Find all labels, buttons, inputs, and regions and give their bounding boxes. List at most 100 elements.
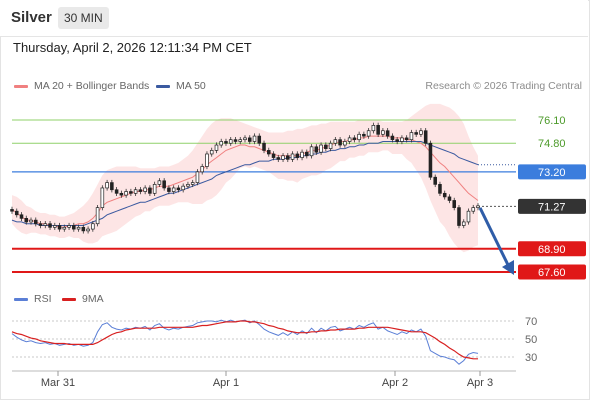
candle-down	[414, 132, 418, 135]
candle-down	[162, 180, 166, 189]
candle-down	[119, 192, 124, 196]
datetime-stamp: Thursday, April 2, 2026 12:11:34 PM CET	[13, 40, 252, 55]
rsi-tick-label: 30	[525, 352, 537, 364]
candle-up	[62, 226, 67, 230]
candle-down	[129, 191, 133, 194]
support-level-label: 67.60	[538, 267, 566, 279]
ma50-legend-label: MA 50	[176, 80, 206, 92]
candle-up	[343, 141, 347, 146]
candle-up	[347, 137, 352, 142]
candle-down	[176, 187, 181, 191]
rsi-ma-line	[11, 320, 478, 360]
forecast-arrow-head	[502, 260, 514, 275]
candle-down	[442, 192, 447, 198]
candle-up	[124, 191, 128, 196]
rsi-tick-label: 70	[525, 316, 537, 328]
candle-down	[81, 226, 86, 232]
candle-up	[67, 225, 71, 228]
candle-down	[271, 153, 276, 158]
candle-down	[38, 223, 43, 226]
legend-rsi: RSI	[14, 293, 52, 305]
candle-up	[419, 130, 423, 135]
x-axis-tick-label: Apr 2	[382, 377, 408, 389]
forecast-arrow-shaft	[478, 207, 512, 270]
rsi-ma-swatch	[62, 297, 76, 301]
candle-down	[224, 141, 228, 144]
candle-up	[105, 182, 109, 189]
timeframe-button[interactable]: 30 MIN	[58, 7, 109, 29]
x-axis-tick-label: Apr 1	[213, 377, 239, 389]
candle-up	[252, 135, 257, 142]
pivot-label-box	[518, 164, 586, 180]
pivot-level-label: 73.20	[538, 167, 566, 179]
candle-down	[14, 210, 19, 216]
candle-up	[181, 185, 185, 191]
candle-up	[133, 189, 138, 194]
candle-up	[86, 228, 90, 232]
candle-up	[476, 205, 480, 208]
candle-up	[290, 153, 295, 160]
candle-down	[390, 135, 395, 141]
candle-down	[114, 189, 119, 194]
candle-down	[138, 189, 143, 192]
candle-up	[186, 184, 190, 187]
ma50-swatch	[156, 84, 170, 88]
candle-up	[100, 187, 105, 208]
candle-down	[110, 182, 114, 191]
rsi-swatch	[14, 297, 28, 301]
candle-down	[262, 142, 266, 151]
candle-down	[433, 176, 437, 185]
candle-up	[200, 166, 204, 173]
candle-down	[57, 225, 62, 230]
candle-up	[409, 132, 414, 141]
candle-down	[233, 139, 238, 142]
candle-up	[281, 155, 285, 160]
candle-up	[91, 223, 95, 230]
candle-down	[452, 200, 457, 208]
candle-up	[205, 153, 209, 167]
candle-up	[53, 225, 57, 228]
candle-down	[295, 153, 300, 158]
candle-up	[357, 133, 361, 141]
candle-up	[76, 226, 81, 230]
rsi-ma-legend-label: 9MA	[82, 293, 104, 305]
candle-up	[228, 139, 233, 144]
candle-up	[309, 146, 314, 157]
rsi-legend-label: RSI	[34, 293, 52, 305]
candle-up	[43, 223, 48, 226]
legend-ma20: MA 20 + Bollinger Bands	[14, 80, 149, 92]
candle-down	[19, 214, 24, 219]
candle-down	[10, 209, 14, 212]
candle-down	[148, 187, 152, 194]
candle-down	[314, 146, 319, 153]
candle-down	[457, 207, 461, 226]
resistance-level-label: 76.10	[538, 115, 566, 127]
candle-down	[362, 133, 366, 137]
candle-up	[328, 142, 333, 149]
candle-down	[428, 142, 433, 178]
candle-down	[338, 139, 342, 146]
candle-up	[195, 171, 200, 183]
research-credit: Research © 2026 Trading Central	[425, 80, 582, 92]
candle-up	[319, 144, 323, 153]
candle-down	[438, 184, 442, 194]
instrument-title: Silver	[11, 9, 52, 26]
candle-up	[171, 187, 176, 192]
candle-down	[324, 144, 328, 149]
candle-up	[143, 187, 147, 192]
candle-down	[247, 137, 252, 142]
top-bar: Silver 30 MIN	[0, 0, 588, 37]
ma20-legend-label: MA 20 + Bollinger Bands	[34, 80, 150, 92]
candle-up	[381, 130, 385, 135]
x-axis-tick-label: Mar 31	[41, 377, 75, 389]
candle-up	[157, 180, 162, 185]
candle-down	[352, 137, 357, 141]
candle-up	[333, 139, 338, 144]
candle-down	[305, 151, 309, 157]
last-label-box	[518, 198, 586, 214]
candle-up	[209, 150, 214, 155]
candle-up	[214, 144, 219, 151]
candle-up	[371, 125, 376, 132]
last-level-label: 71.27	[538, 201, 566, 213]
